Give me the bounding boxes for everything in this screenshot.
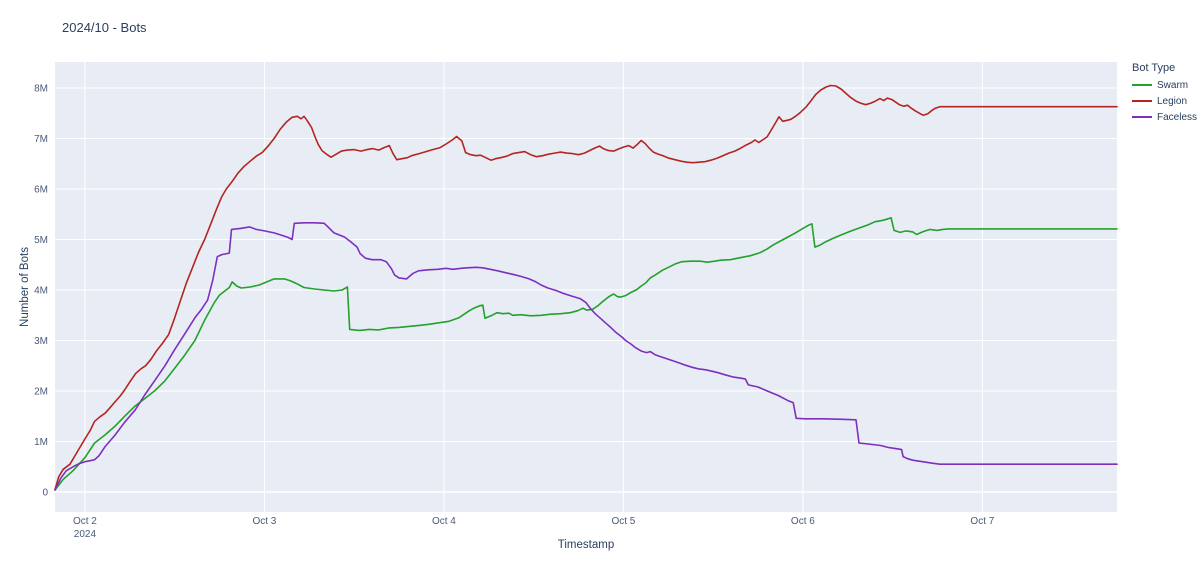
legend-label: Faceless — [1157, 111, 1198, 123]
x-tick-label: Oct 5 — [611, 516, 635, 527]
legend-label: Legion — [1157, 95, 1188, 107]
y-tick-label: 8M — [34, 84, 48, 95]
chart-title: 2024/10 - Bots — [62, 20, 147, 35]
x-tick-label: Oct 4 — [432, 516, 456, 527]
legend: Bot Type Swarm Legion Faceless — [1132, 62, 1197, 125]
y-tick-label: 3M — [34, 336, 48, 347]
legend-label: Swarm — [1157, 79, 1189, 91]
series-line-faceless[interactable] — [54, 222, 1118, 491]
faceless-line-swatch — [1132, 116, 1152, 118]
plot-background[interactable] — [55, 62, 1117, 512]
x-tick-label: Oct 6 — [791, 516, 815, 527]
y-tick-label: 0 — [42, 488, 48, 499]
y-axis-title: Number of Bots — [19, 247, 31, 327]
x-axis-title: Timestamp — [557, 539, 615, 551]
y-tick-label: 6M — [34, 185, 48, 196]
y-tick-label: 5M — [34, 235, 48, 246]
y-tick-label: 7M — [34, 134, 48, 145]
x-tick-label: Oct 3 — [252, 516, 276, 527]
y-tick-label: 1M — [34, 437, 48, 448]
legend-item-legion[interactable]: Legion — [1132, 93, 1197, 109]
x-tick-label: Oct 7 — [970, 516, 994, 527]
series-line-legion[interactable] — [54, 84, 1118, 491]
legend-item-swarm[interactable]: Swarm — [1132, 77, 1197, 93]
series-line-swarm[interactable] — [54, 217, 1118, 491]
y-tick-label: 4M — [34, 286, 48, 297]
x-tick-sublabel: 2024 — [74, 529, 97, 540]
legion-line-swatch — [1132, 100, 1152, 102]
swarm-line-swatch — [1132, 84, 1152, 86]
x-tick-label: Oct 2 — [73, 516, 97, 527]
y-tick-label: 2M — [34, 387, 48, 398]
legend-item-faceless[interactable]: Faceless — [1132, 109, 1197, 125]
legend-title: Bot Type — [1132, 62, 1176, 74]
